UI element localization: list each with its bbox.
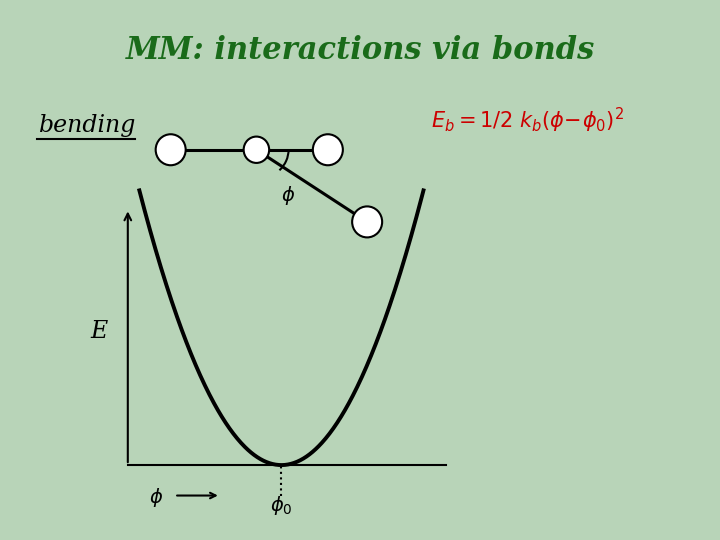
Text: $\phi$: $\phi$: [282, 184, 296, 207]
Ellipse shape: [156, 134, 186, 165]
Text: MM: interactions via bonds: MM: interactions via bonds: [125, 35, 595, 66]
Ellipse shape: [313, 134, 343, 165]
Text: $\phi$: $\phi$: [149, 485, 163, 509]
Text: bending: bending: [38, 114, 136, 137]
Text: $\mathit{E}_b = 1/2\ k_b(\phi\!-\!\phi_0)^2$: $\mathit{E}_b = 1/2\ k_b(\phi\!-\!\phi_0…: [431, 106, 624, 135]
Text: $\phi_0$: $\phi_0$: [270, 494, 293, 517]
Text: E: E: [91, 320, 108, 343]
Ellipse shape: [243, 137, 269, 163]
Ellipse shape: [352, 206, 382, 238]
